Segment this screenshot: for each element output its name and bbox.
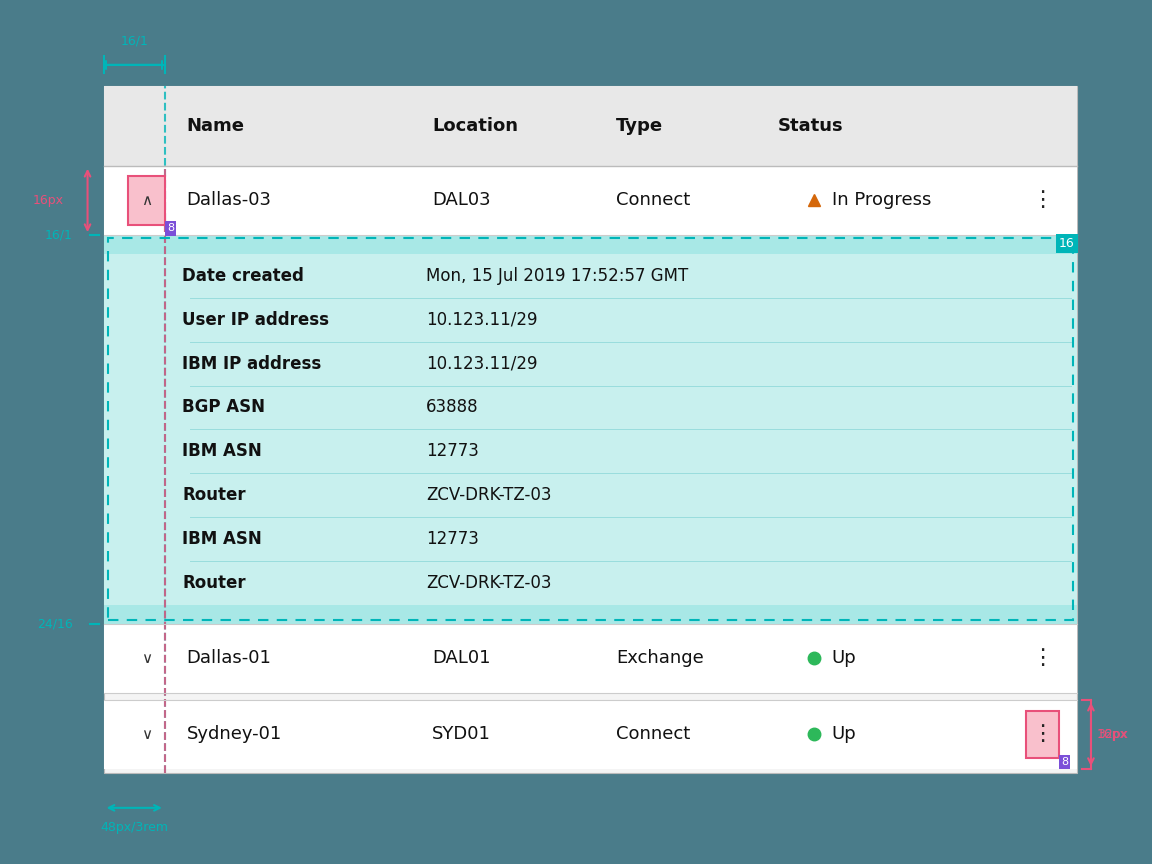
Bar: [108, 238, 1073, 620]
Bar: [104, 624, 1077, 693]
Text: Location: Location: [432, 118, 518, 135]
Bar: [104, 254, 1077, 605]
Text: Router: Router: [182, 486, 245, 505]
Text: Type: Type: [616, 118, 664, 135]
Text: 8: 8: [1061, 757, 1068, 767]
Text: Exchange: Exchange: [616, 650, 704, 667]
Bar: [104, 235, 1077, 624]
Bar: [128, 176, 165, 225]
Text: 8: 8: [167, 223, 174, 233]
Text: 12773: 12773: [426, 530, 479, 548]
Bar: [1026, 711, 1059, 758]
Text: SYD01: SYD01: [432, 726, 491, 743]
Text: Date created: Date created: [182, 267, 304, 285]
Text: 16px: 16px: [32, 194, 63, 207]
Text: Sydney-01: Sydney-01: [187, 726, 282, 743]
Text: ZCV-DRK-TZ-03: ZCV-DRK-TZ-03: [426, 574, 552, 592]
Text: 16px: 16px: [1097, 727, 1128, 741]
Text: ∧: ∧: [141, 193, 152, 208]
Text: 16: 16: [1059, 237, 1075, 250]
Bar: [104, 605, 1077, 624]
Text: Connect: Connect: [616, 192, 690, 209]
Text: Router: Router: [182, 574, 245, 592]
Text: BGP ASN: BGP ASN: [182, 398, 265, 416]
Text: 63888: 63888: [426, 398, 479, 416]
Text: IBM ASN: IBM ASN: [182, 442, 262, 461]
Text: IBM ASN: IBM ASN: [182, 530, 262, 548]
Text: In Progress: In Progress: [832, 192, 931, 209]
Text: 16/1: 16/1: [120, 35, 149, 48]
Text: Mon, 15 Jul 2019 17:52:57 GMT: Mon, 15 Jul 2019 17:52:57 GMT: [426, 267, 689, 285]
Bar: [104, 700, 1077, 769]
Text: Dallas-01: Dallas-01: [187, 650, 272, 667]
Text: ZCV-DRK-TZ-03: ZCV-DRK-TZ-03: [426, 486, 552, 505]
Text: Dallas-03: Dallas-03: [187, 192, 272, 209]
Bar: [104, 166, 1077, 235]
Text: ⋮: ⋮: [1031, 190, 1054, 211]
Text: 48px/3rem: 48px/3rem: [100, 821, 168, 834]
Text: 10.123.11/29: 10.123.11/29: [426, 311, 538, 329]
Text: Name: Name: [187, 118, 244, 135]
Bar: [104, 86, 1077, 166]
Text: 16/1: 16/1: [45, 228, 73, 242]
Text: ∨: ∨: [141, 727, 152, 742]
Text: 10.123.11/29: 10.123.11/29: [426, 354, 538, 372]
Bar: [104, 235, 1077, 254]
Text: Connect: Connect: [616, 726, 690, 743]
Text: IBM IP address: IBM IP address: [182, 354, 321, 372]
Text: ⋮: ⋮: [1031, 648, 1054, 669]
Text: ⋮: ⋮: [1031, 724, 1054, 745]
Text: Up: Up: [832, 650, 856, 667]
Text: 32px: 32px: [1097, 727, 1128, 741]
Text: Status: Status: [778, 118, 843, 135]
Text: Up: Up: [832, 726, 856, 743]
Text: User IP address: User IP address: [182, 311, 329, 329]
Text: ∨: ∨: [141, 651, 152, 666]
Text: 12773: 12773: [426, 442, 479, 461]
Text: DAL01: DAL01: [432, 650, 491, 667]
Text: DAL03: DAL03: [432, 192, 491, 209]
Text: 24/16: 24/16: [37, 617, 73, 631]
Bar: [104, 86, 1077, 773]
